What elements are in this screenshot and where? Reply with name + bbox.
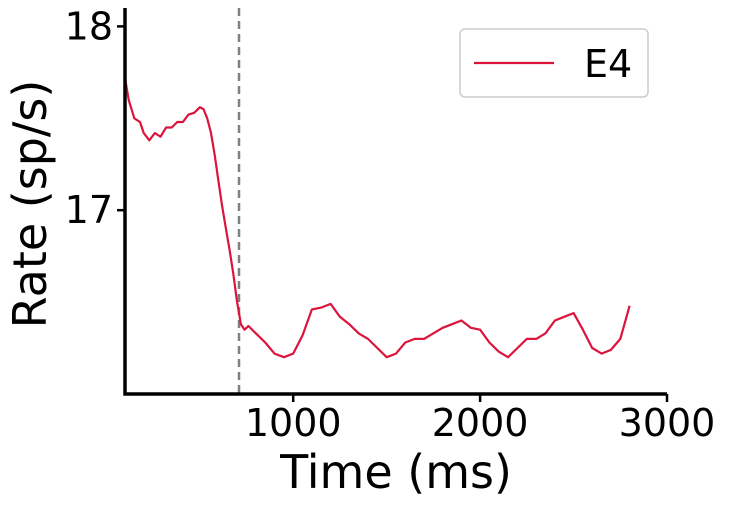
y-axis-label: Rate (sp/s) (3, 80, 57, 329)
x-axis-label: Time (ms) (279, 445, 512, 499)
ticks: 1000 2000 3000 17 18 (65, 4, 716, 445)
x-tick-label: 2000 (432, 401, 529, 445)
x-tick-label: 1000 (245, 401, 342, 445)
x-tick-label: 3000 (619, 401, 716, 445)
legend: E4 (459, 28, 649, 98)
axes (123, 8, 667, 396)
y-tick-label: 18 (65, 4, 113, 48)
y-tick-label: 17 (65, 188, 113, 232)
series-line-e4 (123, 77, 631, 359)
series-layer (123, 8, 631, 394)
legend-label-e4: E4 (584, 42, 632, 86)
